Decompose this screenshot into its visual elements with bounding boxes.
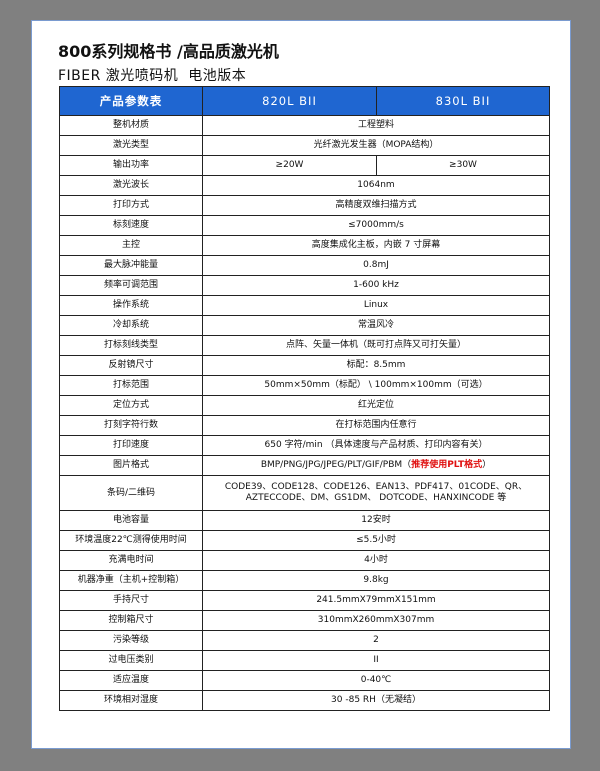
table-row: 最大脉冲能量 0.8mJ [59,255,550,276]
param-name: 图片格式 [59,455,203,476]
param-value: 2 [202,630,550,651]
param-value-text: ） [482,460,492,470]
param-name: 电池容量 [59,510,203,531]
param-value: II [202,650,550,671]
param-name: 整机材质 [59,115,203,136]
param-value: 红光定位 [202,395,550,416]
param-name: 反射镜尺寸 [59,355,203,376]
param-value: 高精度双维扫描方式 [202,195,550,216]
param-value: 点阵、矢量一体机（既可打点阵又可打矢量） [202,335,550,356]
param-name: 输出功率 [59,155,203,176]
table-row: 打标范围 50mm×50mm（标配） \ 100mm×100mm（可选） [59,375,550,396]
param-name: 操作系统 [59,295,203,316]
param-value: 9.8kg [202,570,550,591]
table-row: 适应温度 0-40℃ [59,670,550,691]
param-value: BMP/PNG/JPG/JPEG/PLT/GIF/PBM（推荐使用PLT格式） [202,455,550,476]
param-value: CODE39、CODE128、CODE126、EAN13、PDF417、01CO… [202,475,550,511]
table-row: 过电压类别 II [59,650,550,671]
param-name: 打标范围 [59,375,203,396]
table-row: 激光类型 光纤激光发生器（MOPA结构） [59,135,550,156]
param-value: 1-600 kHz [202,275,550,296]
param-value: 241.5mmX79mmX151mm [202,590,550,611]
param-name: 过电压类别 [59,650,203,671]
param-name: 手持尺寸 [59,590,203,611]
param-name: 污染等级 [59,630,203,651]
param-value: 在打标范围内任意行 [202,415,550,436]
table-row: 环境温度22℃测得使用时间 ≤5.5小时 [59,530,550,551]
table-row: 操作系统 Linux [59,295,550,316]
param-value: 30 -85 RH（无凝结） [202,690,550,711]
param-name: 充满电时间 [59,550,203,571]
table-row: 条码/二维码 CODE39、CODE128、CODE126、EAN13、PDF41… [59,475,550,511]
param-value: 0-40℃ [202,670,550,691]
param-name: 打标刻线类型 [59,335,203,356]
table-row: 主控 高度集成化主板，内嵌 7 寸屏幕 [59,235,550,256]
param-name: 机器净重（主机+控制箱） [59,570,203,591]
spec-table: 产品参数表 820L BII 830L BII 整机材质 工程塑料 激光类型 光纤激光… [59,86,550,711]
param-value-830l: ≥30W [376,155,550,176]
table-row: 激光波长 1064nm [59,175,550,196]
table-row: 控制箱尺寸 310mmX260mmX307mm [59,610,550,631]
param-value: ≤7000mm/s [202,215,550,236]
param-value: 1064nm [202,175,550,196]
table-row: 标刻速度 ≤7000mm/s [59,215,550,236]
param-name: 激光类型 [59,135,203,156]
param-name: 最大脉冲能量 [59,255,203,276]
param-value: 0.8mJ [202,255,550,276]
table-row: 频率可调范围 1-600 kHz [59,275,550,296]
header-param: 产品参数表 [59,86,203,116]
param-name: 标刻速度 [59,215,203,236]
param-name: 适应温度 [59,670,203,691]
param-value: 50mm×50mm（标配） \ 100mm×100mm（可选） [202,375,550,396]
table-row: 输出功率 ≥20W ≥30W [59,155,550,176]
param-value: Linux [202,295,550,316]
param-name: 激光波长 [59,175,203,196]
param-name: 打印方式 [59,195,203,216]
param-value-820l: ≥20W [202,155,377,176]
header-820l: 820L BII [202,86,377,116]
param-value: 光纤激光发生器（MOPA结构） [202,135,550,156]
table-row: 污染等级 2 [59,630,550,651]
param-name: 打印速度 [59,435,203,456]
param-value: 标配：8.5mm [202,355,550,376]
param-value: 650 字符/min （具体速度与产品材质、打印内容有关） [202,435,550,456]
document-page: 800系列规格书 /高品质激光机 FIBER 激光喷码机 电池版本 产品参数表 … [31,20,571,749]
page-title: 800系列规格书 /高品质激光机 [58,42,279,61]
table-row: 定位方式 红光定位 [59,395,550,416]
param-name: 冷却系统 [59,315,203,336]
param-value: 工程塑料 [202,115,550,136]
table-row: 充满电时间 4小时 [59,550,550,571]
param-name: 定位方式 [59,395,203,416]
page-subtitle: FIBER 激光喷码机 电池版本 [58,68,247,84]
table-row: 打印方式 高精度双维扫描方式 [59,195,550,216]
table-row: 打刻字符行数 在打标范围内任意行 [59,415,550,436]
table-row: 手持尺寸 241.5mmX79mmX151mm [59,590,550,611]
param-name: 环境相对湿度 [59,690,203,711]
param-name: 条码/二维码 [59,475,203,511]
param-value: 高度集成化主板，内嵌 7 寸屏幕 [202,235,550,256]
param-value: 4小时 [202,550,550,571]
recommended-format-note: 推荐使用PLT格式 [411,460,483,470]
param-value: 310mmX260mmX307mm [202,610,550,631]
param-value: 常温风冷 [202,315,550,336]
param-name: 打刻字符行数 [59,415,203,436]
table-row: 冷却系统 常温风冷 [59,315,550,336]
table-row: 整机材质 工程塑料 [59,115,550,136]
table-row: 图片格式 BMP/PNG/JPG/JPEG/PLT/GIF/PBM（推荐使用PLT… [59,455,550,476]
param-name: 控制箱尺寸 [59,610,203,631]
table-row: 环境相对湿度 30 -85 RH（无凝结） [59,690,550,711]
table-row: 反射镜尺寸 标配：8.5mm [59,355,550,376]
table-header-row: 产品参数表 820L BII 830L BII [59,86,550,116]
param-value-text: BMP/PNG/JPG/JPEG/PLT/GIF/PBM（ [260,460,412,470]
table-row: 打印速度 650 字符/min （具体速度与产品材质、打印内容有关） [59,435,550,456]
table-row: 电池容量 12安时 [59,510,550,531]
table-row: 打标刻线类型 点阵、矢量一体机（既可打点阵又可打矢量） [59,335,550,356]
param-name: 频率可调范围 [59,275,203,296]
param-value: ≤5.5小时 [202,530,550,551]
table-row: 机器净重（主机+控制箱） 9.8kg [59,570,550,591]
header-830l: 830L BII [376,86,550,116]
param-value: 12安时 [202,510,550,531]
param-name: 环境温度22℃测得使用时间 [59,530,203,551]
param-name: 主控 [59,235,203,256]
